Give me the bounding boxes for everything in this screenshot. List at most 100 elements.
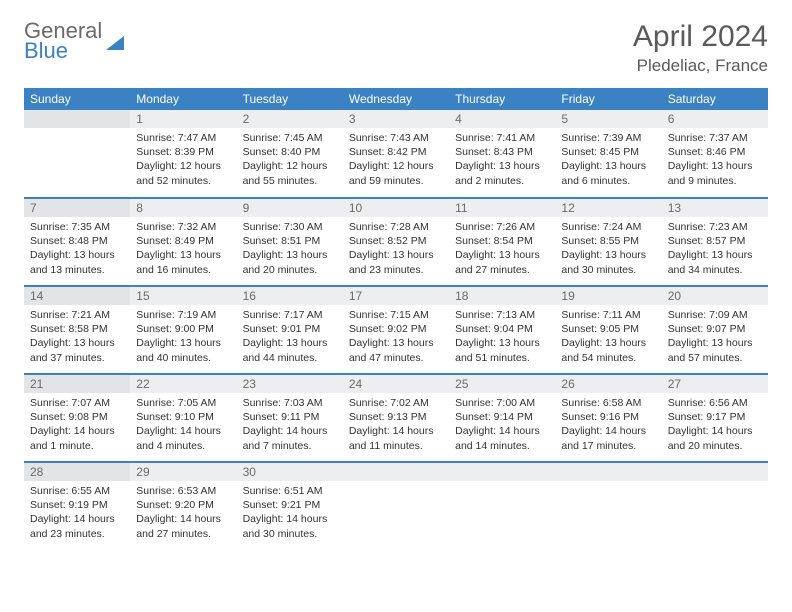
day-number: [662, 463, 768, 481]
day-body: Sunrise: 7:21 AMSunset: 8:58 PMDaylight:…: [24, 305, 130, 369]
day-cell: 21Sunrise: 7:07 AMSunset: 9:08 PMDayligh…: [24, 374, 130, 462]
day-cell: 6Sunrise: 7:37 AMSunset: 8:46 PMDaylight…: [662, 110, 768, 198]
sunset-line: Sunset: 9:11 PM: [243, 410, 337, 424]
sunset-line: Sunset: 8:42 PM: [349, 145, 443, 159]
day-cell: [449, 462, 555, 550]
day-cell: 24Sunrise: 7:02 AMSunset: 9:13 PMDayligh…: [343, 374, 449, 462]
sunset-line: Sunset: 9:13 PM: [349, 410, 443, 424]
day-body: Sunrise: 7:47 AMSunset: 8:39 PMDaylight:…: [130, 128, 236, 192]
day-cell: 17Sunrise: 7:15 AMSunset: 9:02 PMDayligh…: [343, 286, 449, 374]
day-cell: 13Sunrise: 7:23 AMSunset: 8:57 PMDayligh…: [662, 198, 768, 286]
sunrise-line: Sunrise: 7:30 AM: [243, 220, 337, 234]
sunset-line: Sunset: 9:10 PM: [136, 410, 230, 424]
day-body: Sunrise: 6:53 AMSunset: 9:20 PMDaylight:…: [130, 481, 236, 545]
week-row: 7Sunrise: 7:35 AMSunset: 8:48 PMDaylight…: [24, 198, 768, 286]
day-cell: 23Sunrise: 7:03 AMSunset: 9:11 PMDayligh…: [237, 374, 343, 462]
daylight-line: Daylight: 13 hours and 30 minutes.: [561, 248, 655, 276]
day-body: Sunrise: 7:45 AMSunset: 8:40 PMDaylight:…: [237, 128, 343, 192]
day-number: 26: [555, 375, 661, 393]
day-number: 5: [555, 110, 661, 128]
sunrise-line: Sunrise: 7:32 AM: [136, 220, 230, 234]
day-cell: 1Sunrise: 7:47 AMSunset: 8:39 PMDaylight…: [130, 110, 236, 198]
sunset-line: Sunset: 9:07 PM: [668, 322, 762, 336]
daylight-line: Daylight: 14 hours and 23 minutes.: [30, 512, 124, 540]
day-number: 9: [237, 199, 343, 217]
daylight-line: Daylight: 13 hours and 6 minutes.: [561, 159, 655, 187]
day-cell: 15Sunrise: 7:19 AMSunset: 9:00 PMDayligh…: [130, 286, 236, 374]
calendar-page: General Blue April 2024 Pledeliac, Franc…: [0, 0, 792, 570]
day-body: Sunrise: 7:13 AMSunset: 9:04 PMDaylight:…: [449, 305, 555, 369]
sunrise-line: Sunrise: 6:55 AM: [30, 484, 124, 498]
sunrise-line: Sunrise: 7:19 AM: [136, 308, 230, 322]
sunrise-line: Sunrise: 7:28 AM: [349, 220, 443, 234]
sunrise-line: Sunrise: 6:58 AM: [561, 396, 655, 410]
daylight-line: Daylight: 12 hours and 55 minutes.: [243, 159, 337, 187]
day-cell: 25Sunrise: 7:00 AMSunset: 9:14 PMDayligh…: [449, 374, 555, 462]
day-cell: 19Sunrise: 7:11 AMSunset: 9:05 PMDayligh…: [555, 286, 661, 374]
day-number: 22: [130, 375, 236, 393]
day-number: 17: [343, 287, 449, 305]
month-title: April 2024: [633, 20, 768, 54]
logo-triangle-icon: [106, 36, 124, 50]
daylight-line: Daylight: 14 hours and 30 minutes.: [243, 512, 337, 540]
sunset-line: Sunset: 8:54 PM: [455, 234, 549, 248]
day-cell: 16Sunrise: 7:17 AMSunset: 9:01 PMDayligh…: [237, 286, 343, 374]
daylight-line: Daylight: 14 hours and 27 minutes.: [136, 512, 230, 540]
daylight-line: Daylight: 14 hours and 7 minutes.: [243, 424, 337, 452]
day-body: Sunrise: 7:35 AMSunset: 8:48 PMDaylight:…: [24, 217, 130, 281]
day-number: 20: [662, 287, 768, 305]
day-body: Sunrise: 7:02 AMSunset: 9:13 PMDaylight:…: [343, 393, 449, 457]
sunrise-line: Sunrise: 7:47 AM: [136, 131, 230, 145]
day-cell: 9Sunrise: 7:30 AMSunset: 8:51 PMDaylight…: [237, 198, 343, 286]
sunset-line: Sunset: 8:58 PM: [30, 322, 124, 336]
day-cell: 8Sunrise: 7:32 AMSunset: 8:49 PMDaylight…: [130, 198, 236, 286]
day-body: Sunrise: 7:07 AMSunset: 9:08 PMDaylight:…: [24, 393, 130, 457]
daylight-line: Daylight: 13 hours and 13 minutes.: [30, 248, 124, 276]
sunset-line: Sunset: 8:48 PM: [30, 234, 124, 248]
day-body: Sunrise: 6:58 AMSunset: 9:16 PMDaylight:…: [555, 393, 661, 457]
day-number: 16: [237, 287, 343, 305]
weekday-header: Friday: [555, 88, 661, 110]
sunset-line: Sunset: 9:01 PM: [243, 322, 337, 336]
day-cell: [343, 462, 449, 550]
day-number: 7: [24, 199, 130, 217]
sunset-line: Sunset: 9:17 PM: [668, 410, 762, 424]
day-number: 23: [237, 375, 343, 393]
sunset-line: Sunset: 8:39 PM: [136, 145, 230, 159]
day-cell: 2Sunrise: 7:45 AMSunset: 8:40 PMDaylight…: [237, 110, 343, 198]
daylight-line: Daylight: 13 hours and 37 minutes.: [30, 336, 124, 364]
day-body: Sunrise: 7:28 AMSunset: 8:52 PMDaylight:…: [343, 217, 449, 281]
sunset-line: Sunset: 9:08 PM: [30, 410, 124, 424]
daylight-line: Daylight: 12 hours and 52 minutes.: [136, 159, 230, 187]
day-body: Sunrise: 7:11 AMSunset: 9:05 PMDaylight:…: [555, 305, 661, 369]
daylight-line: Daylight: 13 hours and 20 minutes.: [243, 248, 337, 276]
day-cell: 7Sunrise: 7:35 AMSunset: 8:48 PMDaylight…: [24, 198, 130, 286]
weekday-header: Thursday: [449, 88, 555, 110]
daylight-line: Daylight: 13 hours and 40 minutes.: [136, 336, 230, 364]
sunrise-line: Sunrise: 7:09 AM: [668, 308, 762, 322]
day-body: Sunrise: 7:23 AMSunset: 8:57 PMDaylight:…: [662, 217, 768, 281]
sunrise-line: Sunrise: 6:53 AM: [136, 484, 230, 498]
day-body: Sunrise: 7:32 AMSunset: 8:49 PMDaylight:…: [130, 217, 236, 281]
weekday-header: Sunday: [24, 88, 130, 110]
day-number: [24, 110, 130, 128]
sunset-line: Sunset: 9:20 PM: [136, 498, 230, 512]
week-row: 14Sunrise: 7:21 AMSunset: 8:58 PMDayligh…: [24, 286, 768, 374]
day-body: Sunrise: 6:56 AMSunset: 9:17 PMDaylight:…: [662, 393, 768, 457]
sunrise-line: Sunrise: 7:35 AM: [30, 220, 124, 234]
sunset-line: Sunset: 8:40 PM: [243, 145, 337, 159]
sunrise-line: Sunrise: 7:37 AM: [668, 131, 762, 145]
day-cell: [555, 462, 661, 550]
day-number: 15: [130, 287, 236, 305]
sunset-line: Sunset: 9:21 PM: [243, 498, 337, 512]
day-number: 21: [24, 375, 130, 393]
day-cell: 29Sunrise: 6:53 AMSunset: 9:20 PMDayligh…: [130, 462, 236, 550]
sunset-line: Sunset: 9:02 PM: [349, 322, 443, 336]
daylight-line: Daylight: 13 hours and 44 minutes.: [243, 336, 337, 364]
sunrise-line: Sunrise: 7:13 AM: [455, 308, 549, 322]
daylight-line: Daylight: 14 hours and 4 minutes.: [136, 424, 230, 452]
sunset-line: Sunset: 8:57 PM: [668, 234, 762, 248]
weekday-header: Monday: [130, 88, 236, 110]
day-body: Sunrise: 7:37 AMSunset: 8:46 PMDaylight:…: [662, 128, 768, 192]
daylight-line: Daylight: 13 hours and 54 minutes.: [561, 336, 655, 364]
